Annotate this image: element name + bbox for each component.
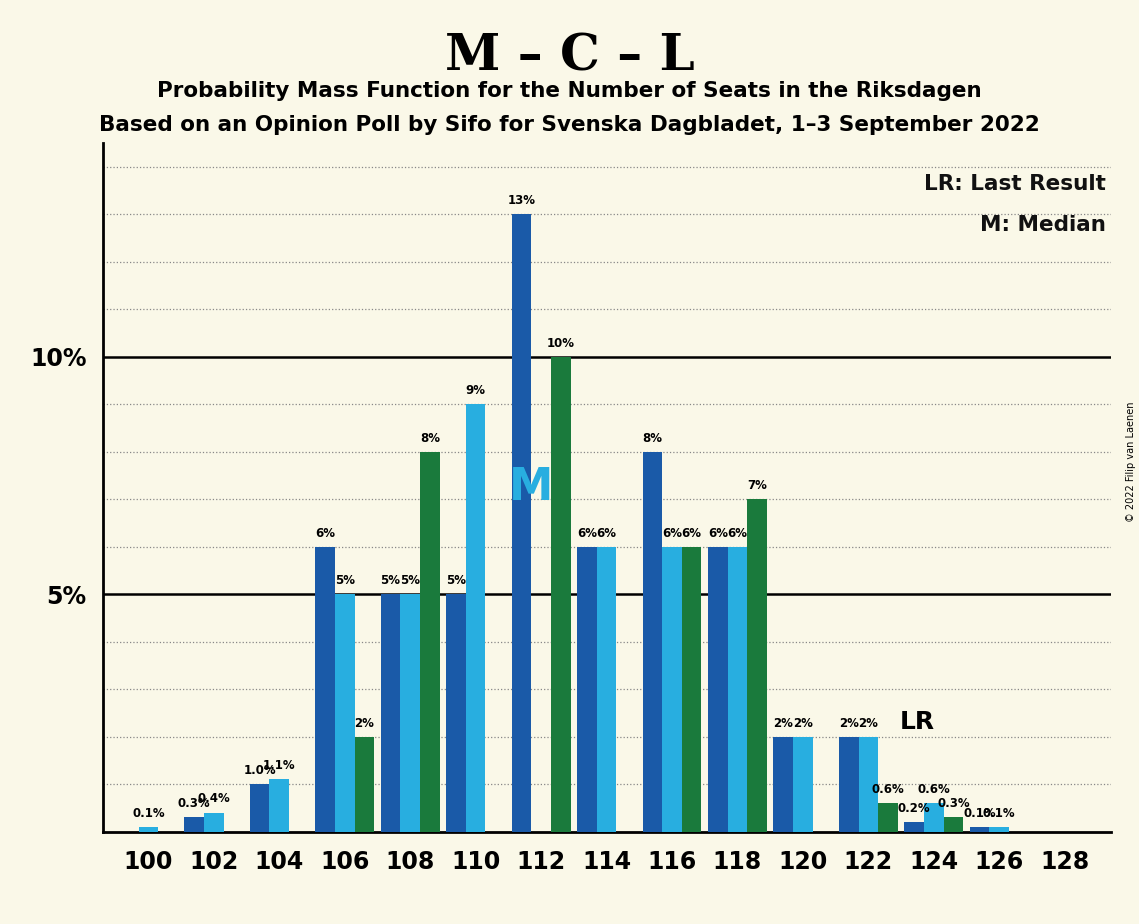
Text: 6%: 6% [597, 527, 616, 540]
Text: 0.6%: 0.6% [871, 783, 904, 796]
Bar [924, 803, 943, 832]
Text: 5%: 5% [380, 574, 401, 587]
Text: 6%: 6% [316, 527, 335, 540]
Text: 6%: 6% [707, 527, 728, 540]
Text: 0.1%: 0.1% [964, 807, 995, 820]
Text: Based on an Opinion Poll by Sifo for Svenska Dagbladet, 1–3 September 2022: Based on an Opinion Poll by Sifo for Sve… [99, 115, 1040, 135]
Text: LR: LR [900, 711, 935, 735]
Bar [354, 736, 374, 832]
Bar [642, 452, 662, 832]
Text: M: M [509, 466, 554, 509]
Text: 2%: 2% [859, 716, 878, 730]
Bar [204, 812, 223, 832]
Text: © 2022 Filip van Laenen: © 2022 Filip van Laenen [1125, 402, 1136, 522]
Text: 10%: 10% [547, 336, 575, 350]
Text: 7%: 7% [747, 480, 767, 492]
Bar [682, 547, 702, 832]
Bar [551, 357, 571, 832]
Text: 9%: 9% [466, 384, 485, 397]
Bar [139, 827, 158, 832]
Text: 2%: 2% [773, 716, 793, 730]
Bar [773, 736, 793, 832]
Text: 2%: 2% [838, 716, 859, 730]
Text: 0.4%: 0.4% [197, 793, 230, 806]
Text: 6%: 6% [662, 527, 682, 540]
Bar [511, 214, 531, 832]
Text: 6%: 6% [576, 527, 597, 540]
Bar [859, 736, 878, 832]
Bar [904, 822, 924, 832]
Text: 0.1%: 0.1% [983, 807, 1016, 820]
Text: 8%: 8% [642, 432, 663, 444]
Text: 5%: 5% [400, 574, 420, 587]
Bar [446, 594, 466, 832]
Bar [316, 547, 335, 832]
Bar [969, 827, 990, 832]
Bar [839, 736, 859, 832]
Text: M – C – L: M – C – L [444, 32, 695, 81]
Text: 5%: 5% [335, 574, 354, 587]
Bar [400, 594, 420, 832]
Bar [662, 547, 682, 832]
Text: 0.2%: 0.2% [898, 802, 931, 815]
Text: 5%: 5% [446, 574, 466, 587]
Text: M: Median: M: Median [980, 215, 1106, 236]
Bar [380, 594, 400, 832]
Text: Probability Mass Function for the Number of Seats in the Riksdagen: Probability Mass Function for the Number… [157, 81, 982, 102]
Bar [747, 499, 767, 832]
Bar [466, 405, 485, 832]
Bar [943, 818, 964, 832]
Bar [577, 547, 597, 832]
Text: 2%: 2% [354, 716, 375, 730]
Bar [270, 779, 289, 832]
Text: 8%: 8% [420, 432, 440, 444]
Text: 13%: 13% [508, 194, 535, 207]
Text: LR: Last Result: LR: Last Result [924, 175, 1106, 194]
Bar [420, 452, 440, 832]
Text: 0.3%: 0.3% [178, 797, 211, 810]
Bar [185, 818, 204, 832]
Text: 1.0%: 1.0% [244, 764, 276, 777]
Bar [878, 803, 898, 832]
Text: 0.6%: 0.6% [917, 783, 950, 796]
Bar [990, 827, 1009, 832]
Text: 6%: 6% [728, 527, 747, 540]
Text: 0.1%: 0.1% [132, 807, 165, 820]
Text: 6%: 6% [681, 527, 702, 540]
Bar [597, 547, 616, 832]
Bar [335, 594, 354, 832]
Text: 2%: 2% [793, 716, 813, 730]
Text: 0.3%: 0.3% [937, 797, 969, 810]
Bar [249, 784, 270, 832]
Bar [728, 547, 747, 832]
Bar [793, 736, 813, 832]
Text: 1.1%: 1.1% [263, 760, 295, 772]
Bar [708, 547, 728, 832]
